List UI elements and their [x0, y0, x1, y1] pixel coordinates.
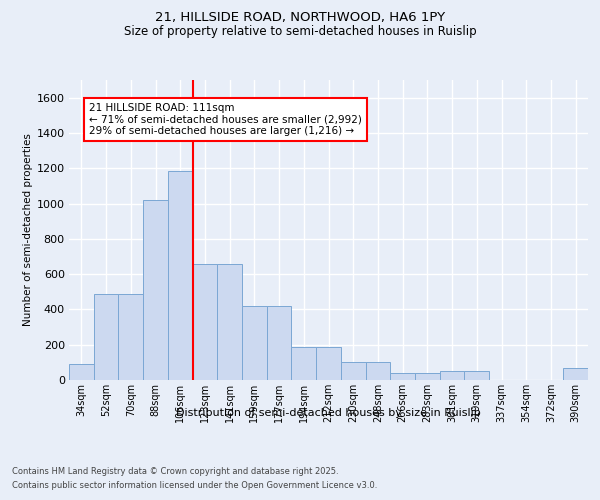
Text: 21 HILLSIDE ROAD: 111sqm
← 71% of semi-detached houses are smaller (2,992)
29% o: 21 HILLSIDE ROAD: 111sqm ← 71% of semi-d…: [89, 103, 362, 136]
Bar: [69, 364, 94, 380]
Bar: [242, 306, 267, 380]
Y-axis label: Number of semi-detached properties: Number of semi-detached properties: [23, 134, 32, 326]
Bar: [168, 171, 193, 380]
Bar: [341, 362, 365, 380]
Bar: [217, 264, 242, 380]
Bar: [415, 373, 440, 380]
Bar: [94, 294, 118, 380]
Bar: [143, 200, 168, 380]
Bar: [464, 371, 489, 380]
Bar: [292, 348, 316, 380]
Bar: [365, 362, 390, 380]
Bar: [118, 294, 143, 380]
Bar: [267, 306, 292, 380]
Text: Distribution of semi-detached houses by size in Ruislip: Distribution of semi-detached houses by …: [176, 408, 481, 418]
Text: Contains HM Land Registry data © Crown copyright and database right 2025.: Contains HM Land Registry data © Crown c…: [12, 468, 338, 476]
Bar: [316, 348, 341, 380]
Bar: [193, 264, 217, 380]
Bar: [563, 368, 588, 380]
Bar: [440, 371, 464, 380]
Text: Contains public sector information licensed under the Open Government Licence v3: Contains public sector information licen…: [12, 481, 377, 490]
Bar: [390, 373, 415, 380]
Text: 21, HILLSIDE ROAD, NORTHWOOD, HA6 1PY: 21, HILLSIDE ROAD, NORTHWOOD, HA6 1PY: [155, 11, 445, 24]
Text: Size of property relative to semi-detached houses in Ruislip: Size of property relative to semi-detach…: [124, 25, 476, 38]
